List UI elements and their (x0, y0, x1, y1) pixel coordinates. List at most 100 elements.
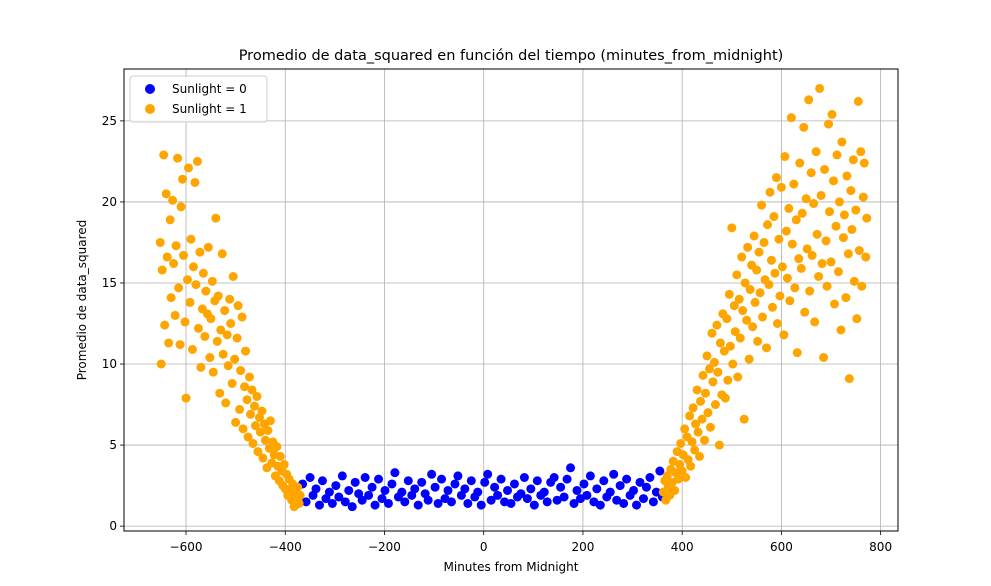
data-point (824, 119, 834, 129)
x-tick-label: 0 (480, 540, 488, 554)
data-point (720, 393, 730, 403)
data-point (775, 291, 785, 301)
data-point (176, 202, 186, 212)
data-point (690, 445, 700, 455)
data-point (249, 401, 259, 411)
data-point (582, 490, 592, 500)
data-point (427, 469, 437, 479)
data-point (215, 388, 225, 398)
data-point (651, 487, 661, 497)
axis-ticks: −600 −400 −200 0 200 400 600 800 0 5 10 15 20 25 (102, 114, 892, 554)
data-point (231, 417, 241, 427)
data-point (725, 341, 735, 351)
data-point (175, 340, 185, 350)
data-point (311, 484, 321, 494)
data-point (648, 497, 658, 507)
data-point (724, 289, 734, 299)
data-point (703, 408, 713, 418)
data-point (217, 249, 227, 259)
data-point (853, 96, 863, 106)
data-point (673, 474, 683, 484)
data-point (707, 328, 717, 338)
data-point (811, 147, 821, 157)
data-point (641, 482, 651, 492)
data-point (795, 158, 805, 168)
data-point (542, 497, 552, 507)
data-point (526, 484, 536, 494)
data-point (807, 250, 817, 260)
data-point (572, 485, 582, 495)
data-point (655, 466, 665, 476)
data-point (862, 213, 872, 223)
data-point (305, 473, 315, 483)
data-point (483, 469, 493, 479)
data-point (569, 498, 579, 508)
y-tick-label: 10 (102, 357, 117, 371)
data-point (844, 374, 854, 384)
data-point (181, 393, 191, 403)
data-point (192, 156, 202, 166)
data-point (403, 476, 413, 486)
data-point (200, 331, 210, 341)
data-point (377, 494, 387, 504)
data-point (529, 500, 539, 510)
data-point (220, 306, 230, 316)
data-point (698, 370, 708, 380)
x-tick-label: −400 (269, 540, 302, 554)
plot-area (124, 69, 898, 531)
data-point (222, 330, 232, 340)
legend-marker-sunlight-0 (145, 84, 155, 94)
data-point (162, 252, 172, 262)
data-point (480, 477, 490, 487)
data-point (380, 485, 390, 495)
data-point (609, 469, 619, 479)
data-point (784, 203, 794, 213)
data-point (301, 497, 311, 507)
data-point (503, 485, 513, 495)
data-point (670, 485, 680, 495)
data-point (729, 301, 739, 311)
data-point (293, 482, 303, 492)
data-point (294, 498, 304, 508)
legend-marker-sunlight-1 (145, 104, 155, 114)
data-point (201, 286, 211, 296)
data-point (486, 495, 496, 505)
data-point (506, 498, 516, 508)
data-point (817, 259, 827, 269)
x-tick-label: 400 (671, 540, 694, 554)
data-point (246, 409, 256, 419)
data-point (713, 367, 723, 377)
data-point (193, 323, 203, 333)
data-point (188, 262, 198, 272)
data-point (700, 435, 709, 445)
data-point (198, 268, 208, 278)
data-point (753, 336, 763, 346)
data-point (757, 200, 767, 210)
data-point (453, 471, 463, 481)
data-point (165, 215, 175, 225)
data-point (814, 271, 824, 281)
plot-frame (123, 68, 899, 532)
data-point (433, 498, 443, 508)
data-point (410, 484, 420, 494)
data-point (758, 312, 768, 322)
data-point (787, 239, 797, 249)
data-point (827, 109, 837, 119)
data-point (705, 422, 715, 432)
data-point (595, 500, 605, 510)
data-point (797, 208, 807, 218)
data-point (196, 362, 206, 372)
data-point (727, 223, 737, 233)
data-point (841, 293, 851, 303)
chart-title: Promedio de data_squared en función del … (239, 48, 784, 64)
data-point (257, 406, 267, 416)
data-point (208, 367, 218, 377)
data-point (549, 473, 559, 483)
data-point (183, 275, 193, 285)
data-point (179, 250, 189, 260)
data-point (255, 427, 265, 437)
data-point (226, 319, 236, 329)
data-point (772, 319, 782, 329)
data-point (206, 314, 216, 324)
